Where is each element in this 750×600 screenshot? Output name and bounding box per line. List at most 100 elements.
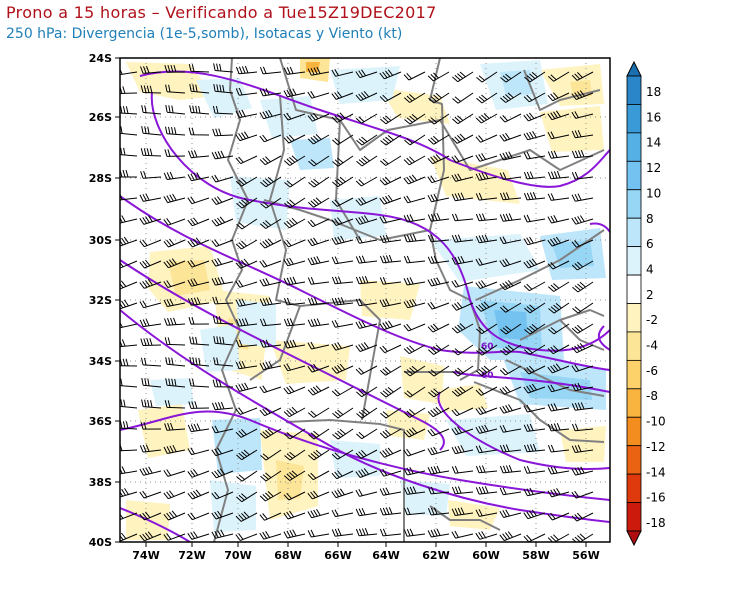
wind-barb — [427, 277, 450, 287]
wind-barb — [571, 533, 594, 542]
wind-barb — [451, 486, 474, 495]
wind-barb — [284, 449, 306, 461]
wind-barb — [403, 155, 426, 166]
wind-barb — [523, 466, 546, 474]
wind-barb — [499, 385, 522, 395]
wind-barb — [212, 315, 234, 325]
wind-barb — [187, 217, 210, 227]
wind-barb — [403, 528, 426, 537]
colorbar-label: 4 — [646, 262, 654, 276]
wind-barb — [499, 92, 522, 103]
wind-barb — [523, 151, 546, 160]
wind-barb — [379, 320, 402, 331]
axis-ticks — [115, 57, 587, 547]
wind-barb — [403, 255, 426, 264]
wind-barb — [211, 425, 234, 434]
wind-barb — [475, 406, 498, 415]
wind-barb — [235, 298, 258, 307]
wind-barb — [211, 216, 234, 227]
wind-barb — [500, 323, 522, 335]
wind-barb — [355, 69, 378, 79]
wind-barb — [163, 238, 186, 248]
wind-barb — [284, 197, 306, 209]
wind-barb — [283, 339, 306, 349]
wind-barb — [547, 236, 570, 247]
wind-barb — [331, 197, 354, 207]
wind-barb — [379, 468, 402, 477]
wind-barb — [379, 365, 402, 376]
wind-barb — [259, 428, 282, 439]
wind-barb — [139, 466, 162, 476]
x-tick-label: 62W — [422, 549, 449, 562]
wind-barb — [332, 155, 354, 167]
x-tick-label: 72W — [178, 549, 205, 562]
wind-barb — [259, 339, 282, 348]
wind-barb — [355, 528, 378, 537]
colorbar-cell — [626, 473, 642, 503]
wind-barb — [523, 533, 546, 542]
wind-barb — [332, 428, 354, 440]
wind-barb — [141, 126, 162, 136]
wind-barb — [163, 280, 186, 288]
wind-barb — [188, 401, 210, 409]
wind-barb — [283, 112, 306, 121]
wind-barb — [164, 422, 186, 431]
chart-subtitle: 250 hPa: Divergencia (1e-5,somb), Isotac… — [6, 26, 403, 42]
wind-barb — [547, 533, 570, 542]
wind-barb — [523, 214, 546, 223]
wind-barb — [571, 193, 594, 202]
wind-barb — [307, 90, 330, 99]
wind-barb — [332, 134, 354, 146]
wind-barb — [211, 468, 234, 479]
wind-barb — [139, 444, 162, 453]
wind-barb — [547, 193, 570, 201]
wind-barb — [428, 386, 450, 398]
wind-barb — [331, 91, 354, 100]
colorbar-label: 16 — [646, 110, 661, 124]
wind-barb — [283, 155, 306, 166]
wind-barb — [164, 64, 186, 73]
wind-barb — [475, 465, 498, 474]
wind-barb — [571, 129, 594, 139]
wind-barb — [499, 531, 522, 542]
wind-barb — [259, 66, 282, 75]
wind-barb — [283, 88, 306, 98]
wind-barb — [523, 509, 546, 520]
colorbar-cell — [626, 502, 642, 532]
wind-barb — [499, 213, 522, 222]
wind-barb — [259, 318, 282, 327]
colorbar-cell — [626, 416, 642, 447]
wind-barb — [235, 65, 258, 75]
colorbar-cell — [626, 189, 642, 219]
wind-barb — [235, 360, 258, 370]
wind-barb — [475, 258, 498, 266]
wind-barb — [164, 337, 186, 346]
wind-barb — [211, 529, 234, 539]
wind-barb — [260, 449, 282, 461]
wind-barb — [451, 426, 474, 436]
wind-barb — [331, 217, 354, 226]
wind-barb — [139, 490, 162, 499]
wind-barb — [571, 150, 594, 159]
wind-barb — [307, 66, 330, 76]
wind-barb — [499, 365, 522, 376]
colorbar-label: -12 — [646, 440, 666, 454]
wind-barb — [427, 344, 450, 355]
wind-barb — [165, 126, 186, 136]
wind-barb — [283, 239, 306, 248]
wind-barb — [571, 239, 594, 248]
wind-barb — [187, 469, 210, 478]
wind-barb — [571, 364, 594, 373]
wind-barb — [427, 406, 450, 418]
colorbar-label: -18 — [646, 516, 666, 530]
wind-barb — [259, 385, 282, 394]
wind-barb — [308, 176, 330, 188]
wind-barb — [163, 444, 186, 454]
wind-barb — [475, 301, 498, 312]
isotach-labels: 60 60 — [481, 342, 494, 381]
wind-barb — [189, 378, 210, 388]
colorbar-label: 2 — [646, 288, 654, 302]
wind-barb — [163, 469, 186, 477]
wind-barb — [476, 92, 498, 104]
